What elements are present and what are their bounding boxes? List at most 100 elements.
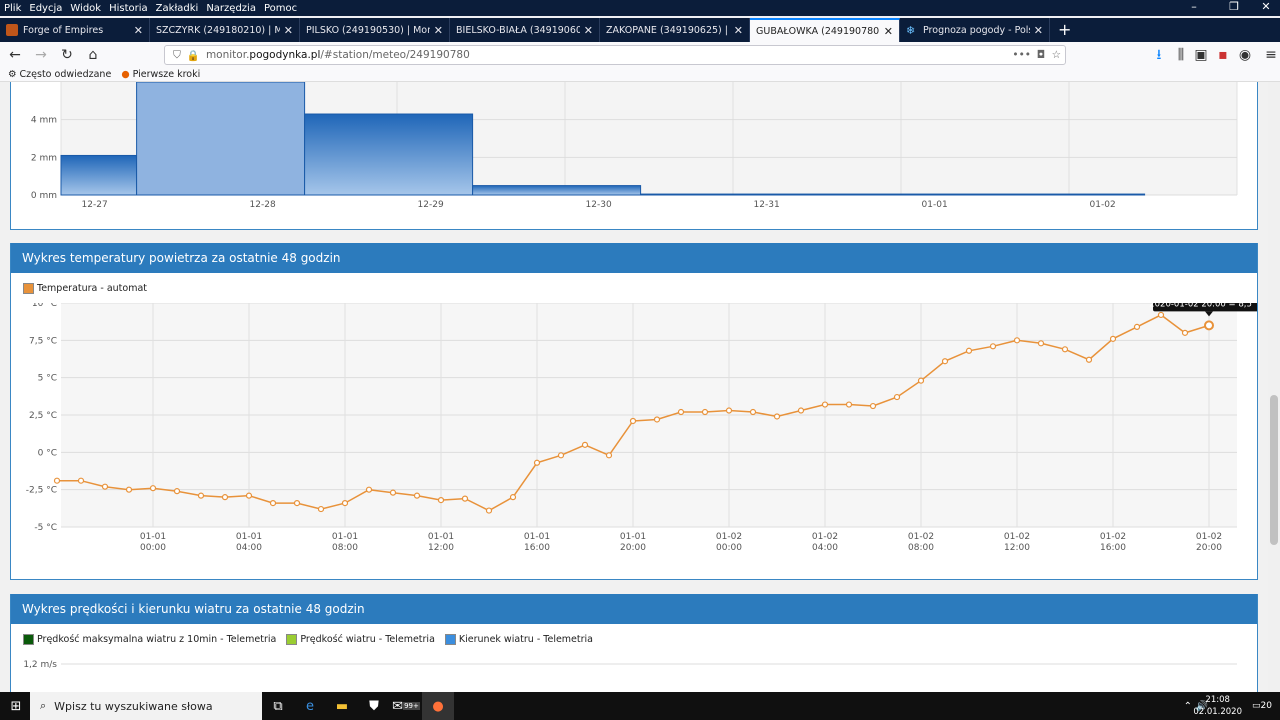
- tooltip-box: [1153, 303, 1257, 312]
- scroll-thumb[interactable]: [1270, 395, 1278, 545]
- x-tick-time: 12:00: [428, 543, 454, 553]
- back-arrow-icon[interactable]: ←: [9, 47, 21, 63]
- x-tick-time: 12:00: [1004, 543, 1030, 553]
- url-prefix: monitor.: [205, 49, 250, 61]
- menu-bookmarks[interactable]: Zakładki: [155, 2, 199, 14]
- forward-arrow-icon[interactable]: →: [35, 47, 47, 63]
- legend-item-temperature[interactable]: Temperatura - automat: [23, 282, 148, 294]
- temperature-point: [533, 459, 541, 466]
- new-tab-button[interactable]: +: [1058, 20, 1072, 39]
- wind-y-tick: 1,2 m/s: [23, 660, 57, 670]
- edge-icon[interactable]: e: [306, 698, 314, 714]
- temperature-point: [485, 507, 493, 514]
- bookmark-getting-started[interactable]: Pierwsze kroki: [132, 69, 201, 80]
- legend-item-wind-speed[interactable]: Prędkość wiatru - Telemetria: [286, 633, 435, 645]
- close-window-icon[interactable]: ✕: [1261, 0, 1271, 13]
- menu-file[interactable]: Plik: [4, 2, 22, 14]
- download-icon[interactable]: ⭳: [1156, 47, 1162, 63]
- close-tab-icon[interactable]: ✕: [433, 23, 443, 37]
- insecure-lock-icon[interactable]: 🔒: [186, 49, 200, 62]
- reload-icon[interactable]: ↻: [61, 47, 73, 63]
- mail-icon[interactable]: ✉ 99+: [392, 698, 420, 714]
- page-scrollbar[interactable]: [1268, 82, 1280, 692]
- y-tick-label: 5 °C: [38, 374, 57, 384]
- temperature-point: [1061, 346, 1069, 353]
- legend-label: Kierunek wiatru - Telemetria: [458, 633, 593, 645]
- close-tab-icon[interactable]: ✕: [133, 23, 143, 37]
- close-tab-icon[interactable]: ✕: [283, 23, 293, 37]
- wind-chart: 1,2 m/s: [23, 660, 1237, 670]
- page-content: 0 mm 2 mm 4 mm 12-27 12-28 12-29 12-30 12-31 01-…: [0, 82, 1268, 692]
- url-domain: pogodynka.pl: [249, 49, 321, 61]
- tab-pilsko[interactable]: PILSKO (249190530) | Monitor✕: [300, 18, 450, 42]
- temperature-point: [797, 407, 805, 414]
- temperature-point: [53, 477, 61, 484]
- volume-icon[interactable]: 🔊: [1195, 700, 1208, 712]
- bookmark-star-icon[interactable]: ☆: [1051, 49, 1061, 61]
- temperature-point: [437, 497, 445, 504]
- task-view-icon[interactable]: ⧉: [273, 698, 283, 714]
- maximize-icon[interactable]: ❐: [1229, 0, 1239, 13]
- temperature-point: [1133, 323, 1141, 330]
- bookmark-most-visited[interactable]: Często odwiedzane: [19, 69, 112, 80]
- temperature-point: [389, 489, 397, 496]
- legend-swatch: [444, 633, 456, 645]
- tray-chevron-icon[interactable]: ⌃: [1183, 700, 1192, 712]
- menu-view[interactable]: Widok: [70, 2, 102, 14]
- temperature-point: [653, 416, 661, 423]
- tab-bielsko[interactable]: BIELSKO-BIAŁA (349190600) | Monitor✕: [450, 18, 600, 42]
- temperature-point: [269, 500, 277, 507]
- firefox-taskbar-icon[interactable]: ●: [422, 692, 454, 720]
- x-tick-date: 01-01: [524, 532, 550, 542]
- account-icon[interactable]: ◉: [1238, 47, 1252, 63]
- legend-item-wind-max[interactable]: Prędkość maksymalna wiatru z 10min - Tel…: [23, 633, 276, 645]
- store-icon[interactable]: ⛊: [369, 698, 379, 714]
- notification-icon[interactable]: ▭20: [1252, 701, 1272, 711]
- tab-gubalowka[interactable]: GUBAŁÓWKA (249190780) | Monitor✕: [750, 18, 900, 42]
- legend-label: Temperatura - automat: [37, 282, 148, 294]
- windows-start-icon[interactable]: ⊞: [10, 698, 22, 714]
- menu-edit[interactable]: Edycja: [29, 2, 63, 14]
- pocket-ext-icon[interactable]: ▪: [1218, 47, 1228, 63]
- close-tab-icon[interactable]: ✕: [1033, 23, 1043, 37]
- gear-icon: ⚙: [8, 69, 17, 80]
- close-tab-icon[interactable]: ✕: [883, 24, 893, 38]
- temperature-point: [1013, 337, 1021, 344]
- shield-icon[interactable]: ⛉: [173, 48, 181, 61]
- x-tick-label: 01-01: [922, 200, 948, 210]
- taskbar-search[interactable]: ⌕ Wpisz tu wyszukiwane słowa: [30, 692, 262, 720]
- close-tab-icon[interactable]: ✕: [583, 23, 593, 37]
- temperature-point: [245, 492, 253, 499]
- menu-help[interactable]: Pomoc: [263, 2, 298, 14]
- tab-szczyrk[interactable]: SZCZYRK (249180210) | Monitor✕: [150, 18, 300, 42]
- clock[interactable]: 21:08 02.01.2020: [1193, 694, 1242, 718]
- temperature-point: [1037, 340, 1045, 347]
- x-tick-date: 01-02: [716, 532, 742, 542]
- pocket-icon[interactable]: ◘: [1036, 49, 1045, 61]
- x-tick-time: 20:00: [1196, 543, 1222, 553]
- file-explorer-icon[interactable]: ▬: [335, 698, 349, 714]
- legend-item-wind-dir[interactable]: Kierunek wiatru - Telemetria: [444, 633, 593, 645]
- menu-tools[interactable]: Narzędzia: [206, 2, 256, 14]
- hamburger-menu-icon[interactable]: ≡: [1265, 47, 1277, 63]
- url-bar[interactable]: ⛉ 🔒 monitor. pogodynka.pl/#station/meteo/…: [164, 45, 1066, 65]
- legend-swatch: [23, 633, 34, 645]
- x-tick-label: 12-28: [250, 200, 276, 210]
- library-icon[interactable]: ⫼: [1177, 47, 1185, 63]
- tooltip-text: 2020-01-02 20:00 = 8,5 °C: [1149, 303, 1257, 309]
- sidebar-icon[interactable]: ▣: [1194, 47, 1208, 63]
- tab-forge[interactable]: Forge of Empires ✕: [0, 18, 150, 42]
- tab-zakopane[interactable]: ZAKOPANE (349190625) | Monitor✕: [600, 18, 750, 42]
- tab-label: ZAKOPANE (349190625) | Monitor: [606, 24, 730, 36]
- y-tick-label: 7,5 °C: [29, 336, 57, 346]
- x-tick-date: 01-01: [236, 532, 262, 542]
- temperature-point: [821, 401, 829, 408]
- page-actions-icon[interactable]: •••: [1012, 49, 1031, 61]
- precip-bar: [472, 185, 642, 196]
- home-icon[interactable]: ⌂: [88, 47, 98, 63]
- close-tab-icon[interactable]: ✕: [733, 23, 743, 37]
- tab-prognoza[interactable]: ❄ Prognoza pogody - Polska 2019✕: [900, 18, 1050, 42]
- mail-badge: 99+: [403, 702, 420, 710]
- menu-history[interactable]: Historia: [109, 2, 148, 14]
- minimize-icon[interactable]: –: [1191, 0, 1197, 13]
